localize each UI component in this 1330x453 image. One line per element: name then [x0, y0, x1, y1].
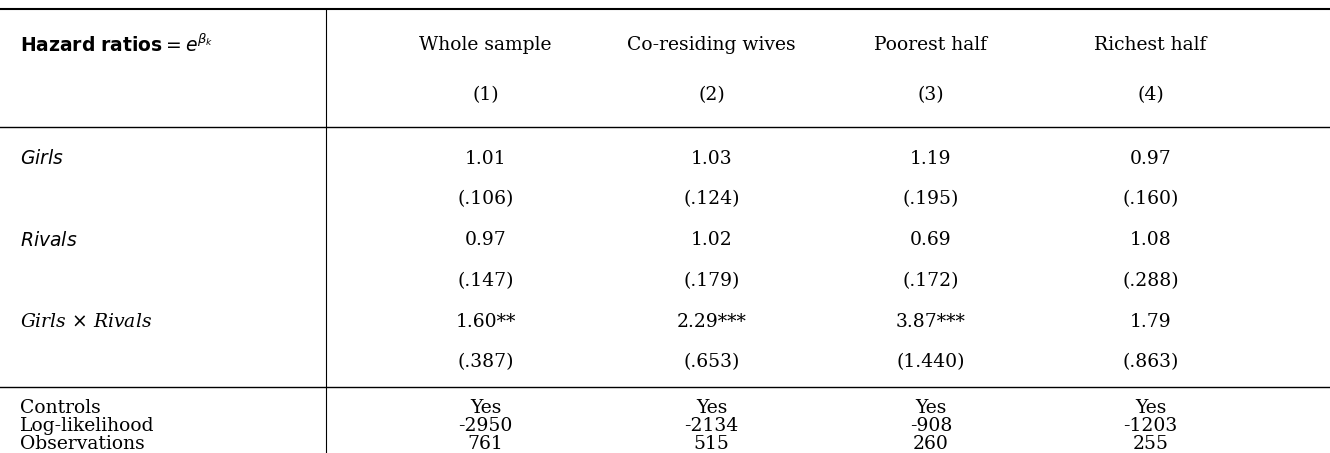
- Text: (.124): (.124): [684, 190, 739, 208]
- Text: $\mathbf{Hazard\ ratios}$$ = e^{\beta_k}$: $\mathbf{Hazard\ ratios}$$ = e^{\beta_k}…: [20, 34, 213, 57]
- Text: Observations: Observations: [20, 435, 145, 453]
- Text: Yes: Yes: [469, 399, 501, 417]
- Text: Girls $\times$ Rivals: Girls $\times$ Rivals: [20, 313, 152, 331]
- Text: 1.60**: 1.60**: [455, 313, 516, 331]
- Text: (3): (3): [918, 86, 944, 104]
- Text: (4): (4): [1137, 86, 1164, 104]
- Text: 255: 255: [1132, 435, 1169, 453]
- Text: (.863): (.863): [1123, 353, 1178, 371]
- Text: 2.29***: 2.29***: [677, 313, 746, 331]
- Text: (.179): (.179): [684, 272, 739, 290]
- Text: 0.69: 0.69: [910, 231, 952, 249]
- Text: Log-likelihood: Log-likelihood: [20, 417, 154, 435]
- Text: (.195): (.195): [903, 190, 959, 208]
- Text: (.160): (.160): [1123, 190, 1178, 208]
- Text: 0.97: 0.97: [1129, 149, 1172, 168]
- Text: 1.02: 1.02: [690, 231, 733, 249]
- Text: -2950: -2950: [459, 417, 512, 435]
- Text: (.288): (.288): [1123, 272, 1178, 290]
- Text: (1): (1): [472, 86, 499, 104]
- Text: 761: 761: [468, 435, 503, 453]
- Text: 1.03: 1.03: [690, 149, 733, 168]
- Text: 1.08: 1.08: [1129, 231, 1172, 249]
- Text: Poorest half: Poorest half: [875, 36, 987, 54]
- Text: (1.440): (1.440): [896, 353, 966, 371]
- Text: 3.87***: 3.87***: [896, 313, 966, 331]
- Text: (.387): (.387): [458, 353, 513, 371]
- Text: Controls: Controls: [20, 399, 101, 417]
- Text: (.106): (.106): [458, 190, 513, 208]
- Text: Co-residing wives: Co-residing wives: [628, 36, 795, 54]
- Text: 1.19: 1.19: [910, 149, 952, 168]
- Text: $\mathit{Girls}$: $\mathit{Girls}$: [20, 149, 64, 168]
- Text: (.147): (.147): [458, 272, 513, 290]
- Text: (.172): (.172): [903, 272, 959, 290]
- Text: Yes: Yes: [696, 399, 728, 417]
- Text: 1.01: 1.01: [464, 149, 507, 168]
- Text: Richest half: Richest half: [1095, 36, 1206, 54]
- Text: (.653): (.653): [684, 353, 739, 371]
- Text: (2): (2): [698, 86, 725, 104]
- Text: 515: 515: [694, 435, 729, 453]
- Text: 260: 260: [914, 435, 948, 453]
- Text: -1203: -1203: [1124, 417, 1177, 435]
- Text: $\mathit{Rivals}$: $\mathit{Rivals}$: [20, 231, 77, 250]
- Text: Whole sample: Whole sample: [419, 36, 552, 54]
- Text: 0.97: 0.97: [464, 231, 507, 249]
- Text: 1.79: 1.79: [1129, 313, 1172, 331]
- Text: -908: -908: [910, 417, 952, 435]
- Text: Yes: Yes: [1134, 399, 1166, 417]
- Text: Yes: Yes: [915, 399, 947, 417]
- Text: -2134: -2134: [685, 417, 738, 435]
